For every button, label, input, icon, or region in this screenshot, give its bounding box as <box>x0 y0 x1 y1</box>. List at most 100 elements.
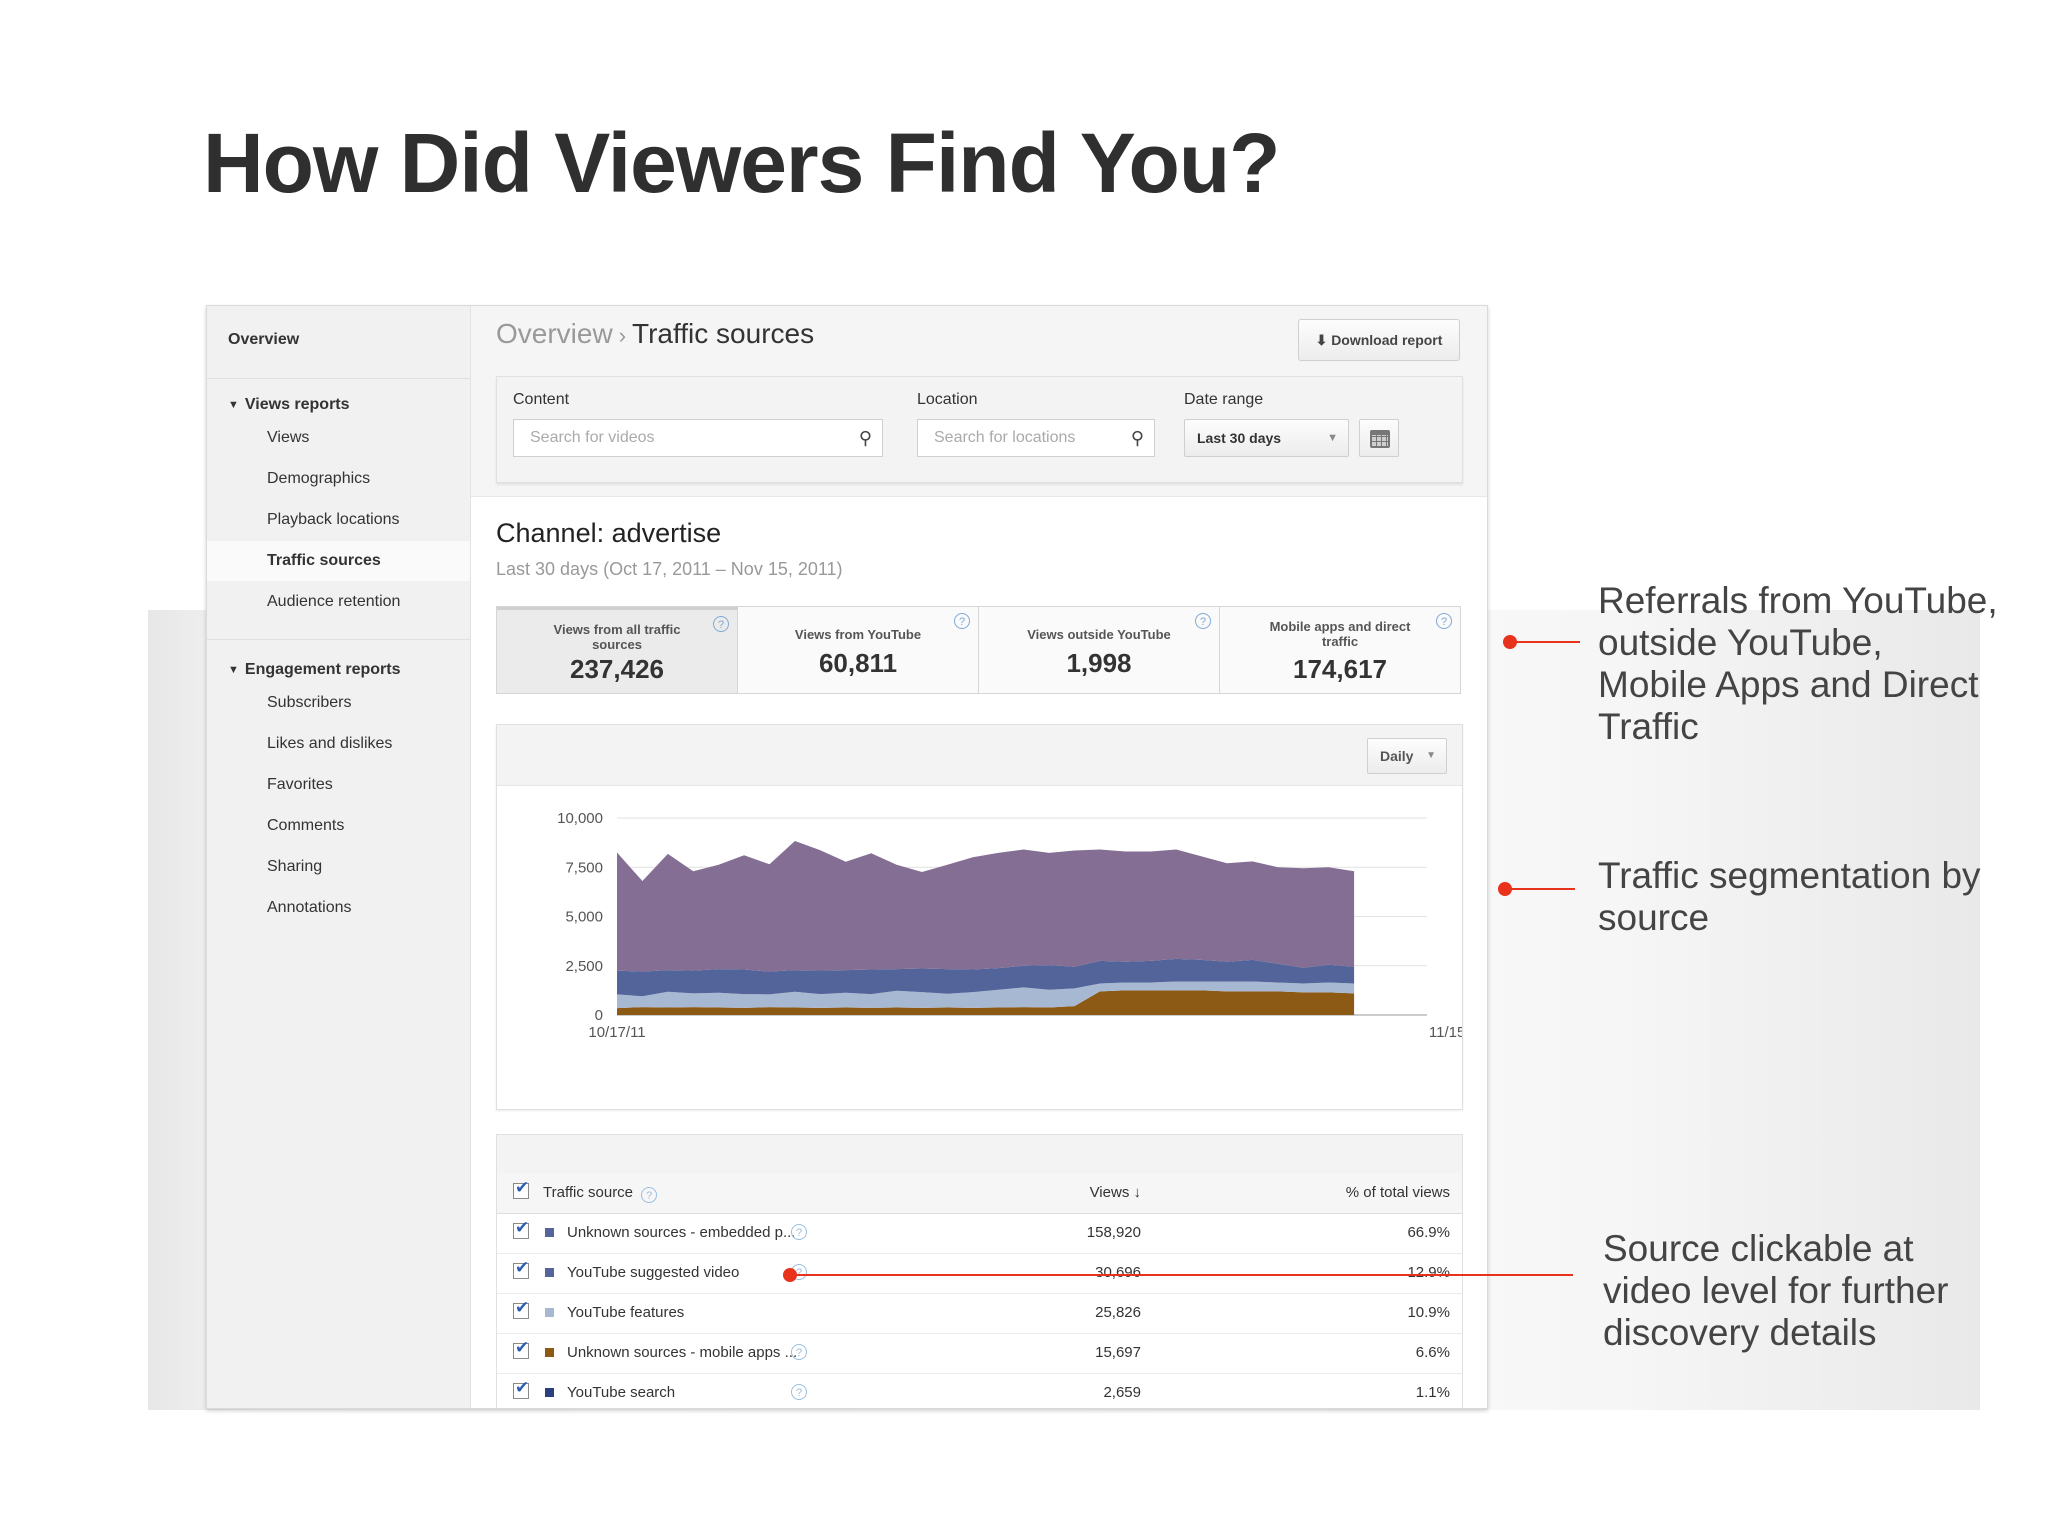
chevron-down-icon: ▼ <box>1327 432 1338 444</box>
sidebar-group-engagement-reports[interactable]: ▼ Engagement reports <box>228 661 401 678</box>
callout-connector <box>790 1274 1573 1276</box>
table-row[interactable]: YouTube features 25,826 10.9% <box>497 1293 1462 1334</box>
traffic-area-chart: 0 2,500 5,000 7,500 10,000 10/17/11 11/15/11 <box>557 810 1462 1041</box>
row-checkbox[interactable] <box>513 1218 529 1239</box>
sidebar-item-comments[interactable]: Comments <box>267 817 345 834</box>
percent-cell: 10.9% <box>1407 1304 1450 1321</box>
sidebar-item-likes-dislikes[interactable]: Likes and dislikes <box>267 735 393 752</box>
search-icon[interactable]: ⚲ <box>858 428 872 448</box>
breadcrumb: Overview › Traffic sources <box>496 318 814 350</box>
metric-card-from-youtube[interactable]: Views from YouTube ? 60,811 <box>738 607 979 693</box>
metric-card-all-traffic[interactable]: Views from all traffic sources ? 237,426 <box>497 607 738 693</box>
percent-cell: 66.9% <box>1407 1224 1450 1241</box>
traffic-source-link[interactable]: Unknown sources - embedded p... <box>567 1224 796 1241</box>
sort-down-arrow-icon: ↓ <box>1133 1184 1142 1201</box>
analytics-screenshot: Overview ▼ Views reports Views Demographi… <box>206 305 1488 1409</box>
help-icon[interactable]: ? <box>1436 613 1452 629</box>
callout-connector <box>1505 888 1575 890</box>
series-color-swatch <box>545 1268 554 1277</box>
traffic-source-link[interactable]: Unknown sources - mobile apps ... <box>567 1344 798 1361</box>
breadcrumb-separator: › <box>618 323 627 348</box>
callout-segmentation: Traffic segmentation by source <box>1598 855 1981 938</box>
column-header-percent: % of total views <box>1345 1184 1450 1201</box>
chevron-down-icon: ▼ <box>1426 750 1436 761</box>
traffic-source-link[interactable]: YouTube features <box>567 1304 685 1321</box>
report-header: Overview › Traffic sources ⬇ Download repo… <box>471 306 1487 497</box>
sidebar-item-demographics[interactable]: Demographics <box>267 470 371 487</box>
sidebar: Overview ▼ Views reports Views Demographi… <box>207 306 471 1408</box>
help-icon[interactable]: ? <box>791 1224 807 1240</box>
series-color-swatch <box>545 1308 554 1317</box>
traffic-source-link[interactable]: YouTube suggested video <box>567 1264 740 1281</box>
help-icon[interactable]: ? <box>791 1344 807 1360</box>
calendar-icon <box>1370 430 1390 448</box>
help-icon[interactable]: ? <box>791 1384 807 1400</box>
views-cell: 2,659 <box>1103 1384 1141 1401</box>
chart-toolbar: Daily ▼ <box>497 725 1462 786</box>
sidebar-item-annotations[interactable]: Annotations <box>267 899 352 916</box>
column-header-views[interactable]: Views ↓ <box>1089 1184 1142 1201</box>
metric-card-mobile-direct[interactable]: Mobile apps and direct traffic ? 174,617 <box>1220 607 1460 693</box>
sidebar-divider <box>207 639 470 640</box>
interval-select[interactable]: Daily ▼ <box>1367 738 1447 774</box>
download-report-button[interactable]: ⬇ Download report <box>1298 319 1460 361</box>
sidebar-group-views-reports[interactable]: ▼ Views reports <box>228 396 350 413</box>
views-cell: 25,826 <box>1095 1304 1141 1321</box>
triangle-down-icon: ▼ <box>228 399 239 411</box>
table-row[interactable]: YouTube search? 2,659 1.1% <box>497 1373 1462 1408</box>
page-title: Traffic sources <box>632 318 815 349</box>
channel-title: Channel: advertise <box>496 518 722 548</box>
callout-clickable-source: Source clickable at video level for furt… <box>1603 1228 1949 1353</box>
sidebar-item-overview[interactable]: Overview <box>228 331 300 348</box>
search-icon[interactable]: ⚲ <box>1130 428 1144 448</box>
calendar-button[interactable] <box>1359 419 1399 457</box>
row-checkbox[interactable] <box>513 1258 529 1279</box>
sidebar-item-audience-retention[interactable]: Audience retention <box>267 593 401 610</box>
views-cell: 158,920 <box>1086 1224 1141 1241</box>
x-tick-label: 11/15/11 <box>1429 1024 1462 1041</box>
breadcrumb-overview-link[interactable]: Overview <box>496 318 613 349</box>
help-icon[interactable]: ? <box>1195 613 1211 629</box>
help-icon[interactable]: ? <box>641 1187 658 1203</box>
chart-series-area[interactable] <box>617 958 1355 997</box>
x-tick-label: 10/17/11 <box>588 1024 645 1041</box>
sidebar-item-traffic-sources[interactable]: Traffic sources <box>207 541 470 581</box>
help-icon[interactable]: ? <box>954 613 970 629</box>
chart-series-area[interactable] <box>617 841 1355 972</box>
download-arrow-icon: ⬇ <box>1315 332 1328 348</box>
y-tick-label: 0 <box>595 1007 603 1024</box>
metric-cards: Views from all traffic sources ? 237,426… <box>496 606 1461 694</box>
sidebar-item-playback-locations[interactable]: Playback locations <box>267 511 400 528</box>
content-search-input[interactable]: Search for videos ⚲ <box>513 419 883 457</box>
slide-title: How Did Viewers Find You? <box>203 116 1280 210</box>
sidebar-item-subscribers[interactable]: Subscribers <box>267 694 352 711</box>
row-checkbox[interactable] <box>513 1338 529 1359</box>
percent-cell: 6.6% <box>1415 1344 1450 1361</box>
metric-card-outside-youtube[interactable]: Views outside YouTube ? 1,998 <box>979 607 1220 693</box>
chart-series-area[interactable] <box>617 990 1355 1015</box>
views-cell: 30,696 <box>1095 1264 1141 1281</box>
sidebar-item-favorites[interactable]: Favorites <box>267 776 333 793</box>
traffic-source-link[interactable]: YouTube search <box>567 1384 676 1401</box>
callout-referrals: Referrals from YouTube, outside YouTube,… <box>1598 580 1998 747</box>
sidebar-item-sharing[interactable]: Sharing <box>267 858 323 875</box>
help-icon[interactable]: ? <box>713 616 729 632</box>
series-color-swatch <box>545 1228 554 1237</box>
location-filter-label: Location <box>917 391 978 408</box>
select-all-checkbox[interactable] <box>513 1178 529 1199</box>
main-content: Overview › Traffic sources ⬇ Download repo… <box>471 306 1487 1408</box>
row-checkbox[interactable] <box>513 1378 529 1399</box>
chart-series-area[interactable] <box>617 981 1355 1009</box>
row-checkbox[interactable] <box>513 1298 529 1319</box>
date-range-select[interactable]: Last 30 days ▼ <box>1184 419 1349 457</box>
sidebar-item-views[interactable]: Views <box>267 429 310 446</box>
table-row[interactable]: Unknown sources - mobile apps ...? 15,697… <box>497 1333 1462 1374</box>
series-color-swatch <box>545 1388 554 1397</box>
percent-cell: 12.9% <box>1407 1264 1450 1281</box>
table-toolbar <box>497 1135 1462 1174</box>
date-range-label: Date range <box>1184 391 1264 408</box>
sidebar-divider <box>207 378 470 379</box>
location-search-input[interactable]: Search for locations ⚲ <box>917 419 1155 457</box>
table-row[interactable]: Unknown sources - embedded p...? 158,920 6… <box>497 1213 1462 1254</box>
